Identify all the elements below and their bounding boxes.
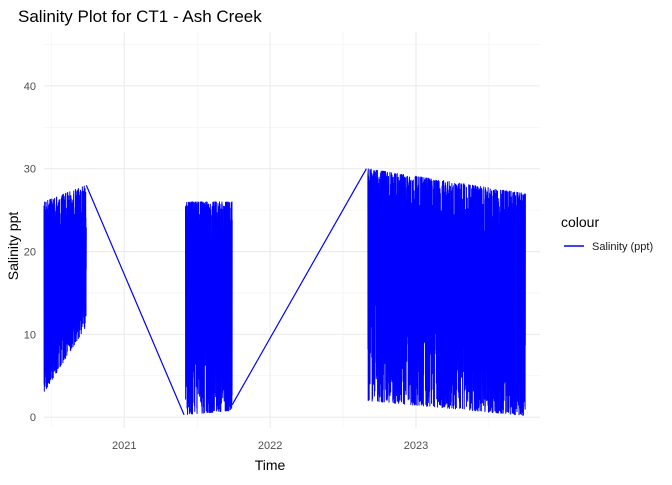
y-tick-label: 0 [30,412,36,424]
salinity-series-segment [185,201,233,415]
legend: colour Salinity (ppt) [561,214,653,253]
y-tick-labels: 0 10 20 30 40 [24,81,36,424]
x-axis-label: Time [255,457,286,473]
series-layer [43,168,526,416]
y-tick-label: 20 [24,247,36,259]
salinity-series-gap-line [231,168,367,406]
x-tick-label: 2022 [258,440,282,452]
x-tick-labels: 2021 2022 2023 [112,440,428,452]
x-tick-label: 2023 [404,440,428,452]
y-tick-label: 10 [24,329,36,341]
y-tick-label: 30 [24,164,36,176]
x-tick-label: 2021 [112,440,136,452]
salinity-series-segment [367,168,526,416]
y-axis-label: Salinity ppt [5,212,21,281]
legend-title: colour [561,214,599,230]
legend-label-salinity: Salinity (ppt) [592,241,653,253]
salinity-series-segment [43,185,87,392]
y-tick-label: 40 [24,81,36,93]
chart-title: Salinity Plot for CT1 - Ash Creek [18,7,262,26]
salinity-series-gap-line [85,185,185,415]
